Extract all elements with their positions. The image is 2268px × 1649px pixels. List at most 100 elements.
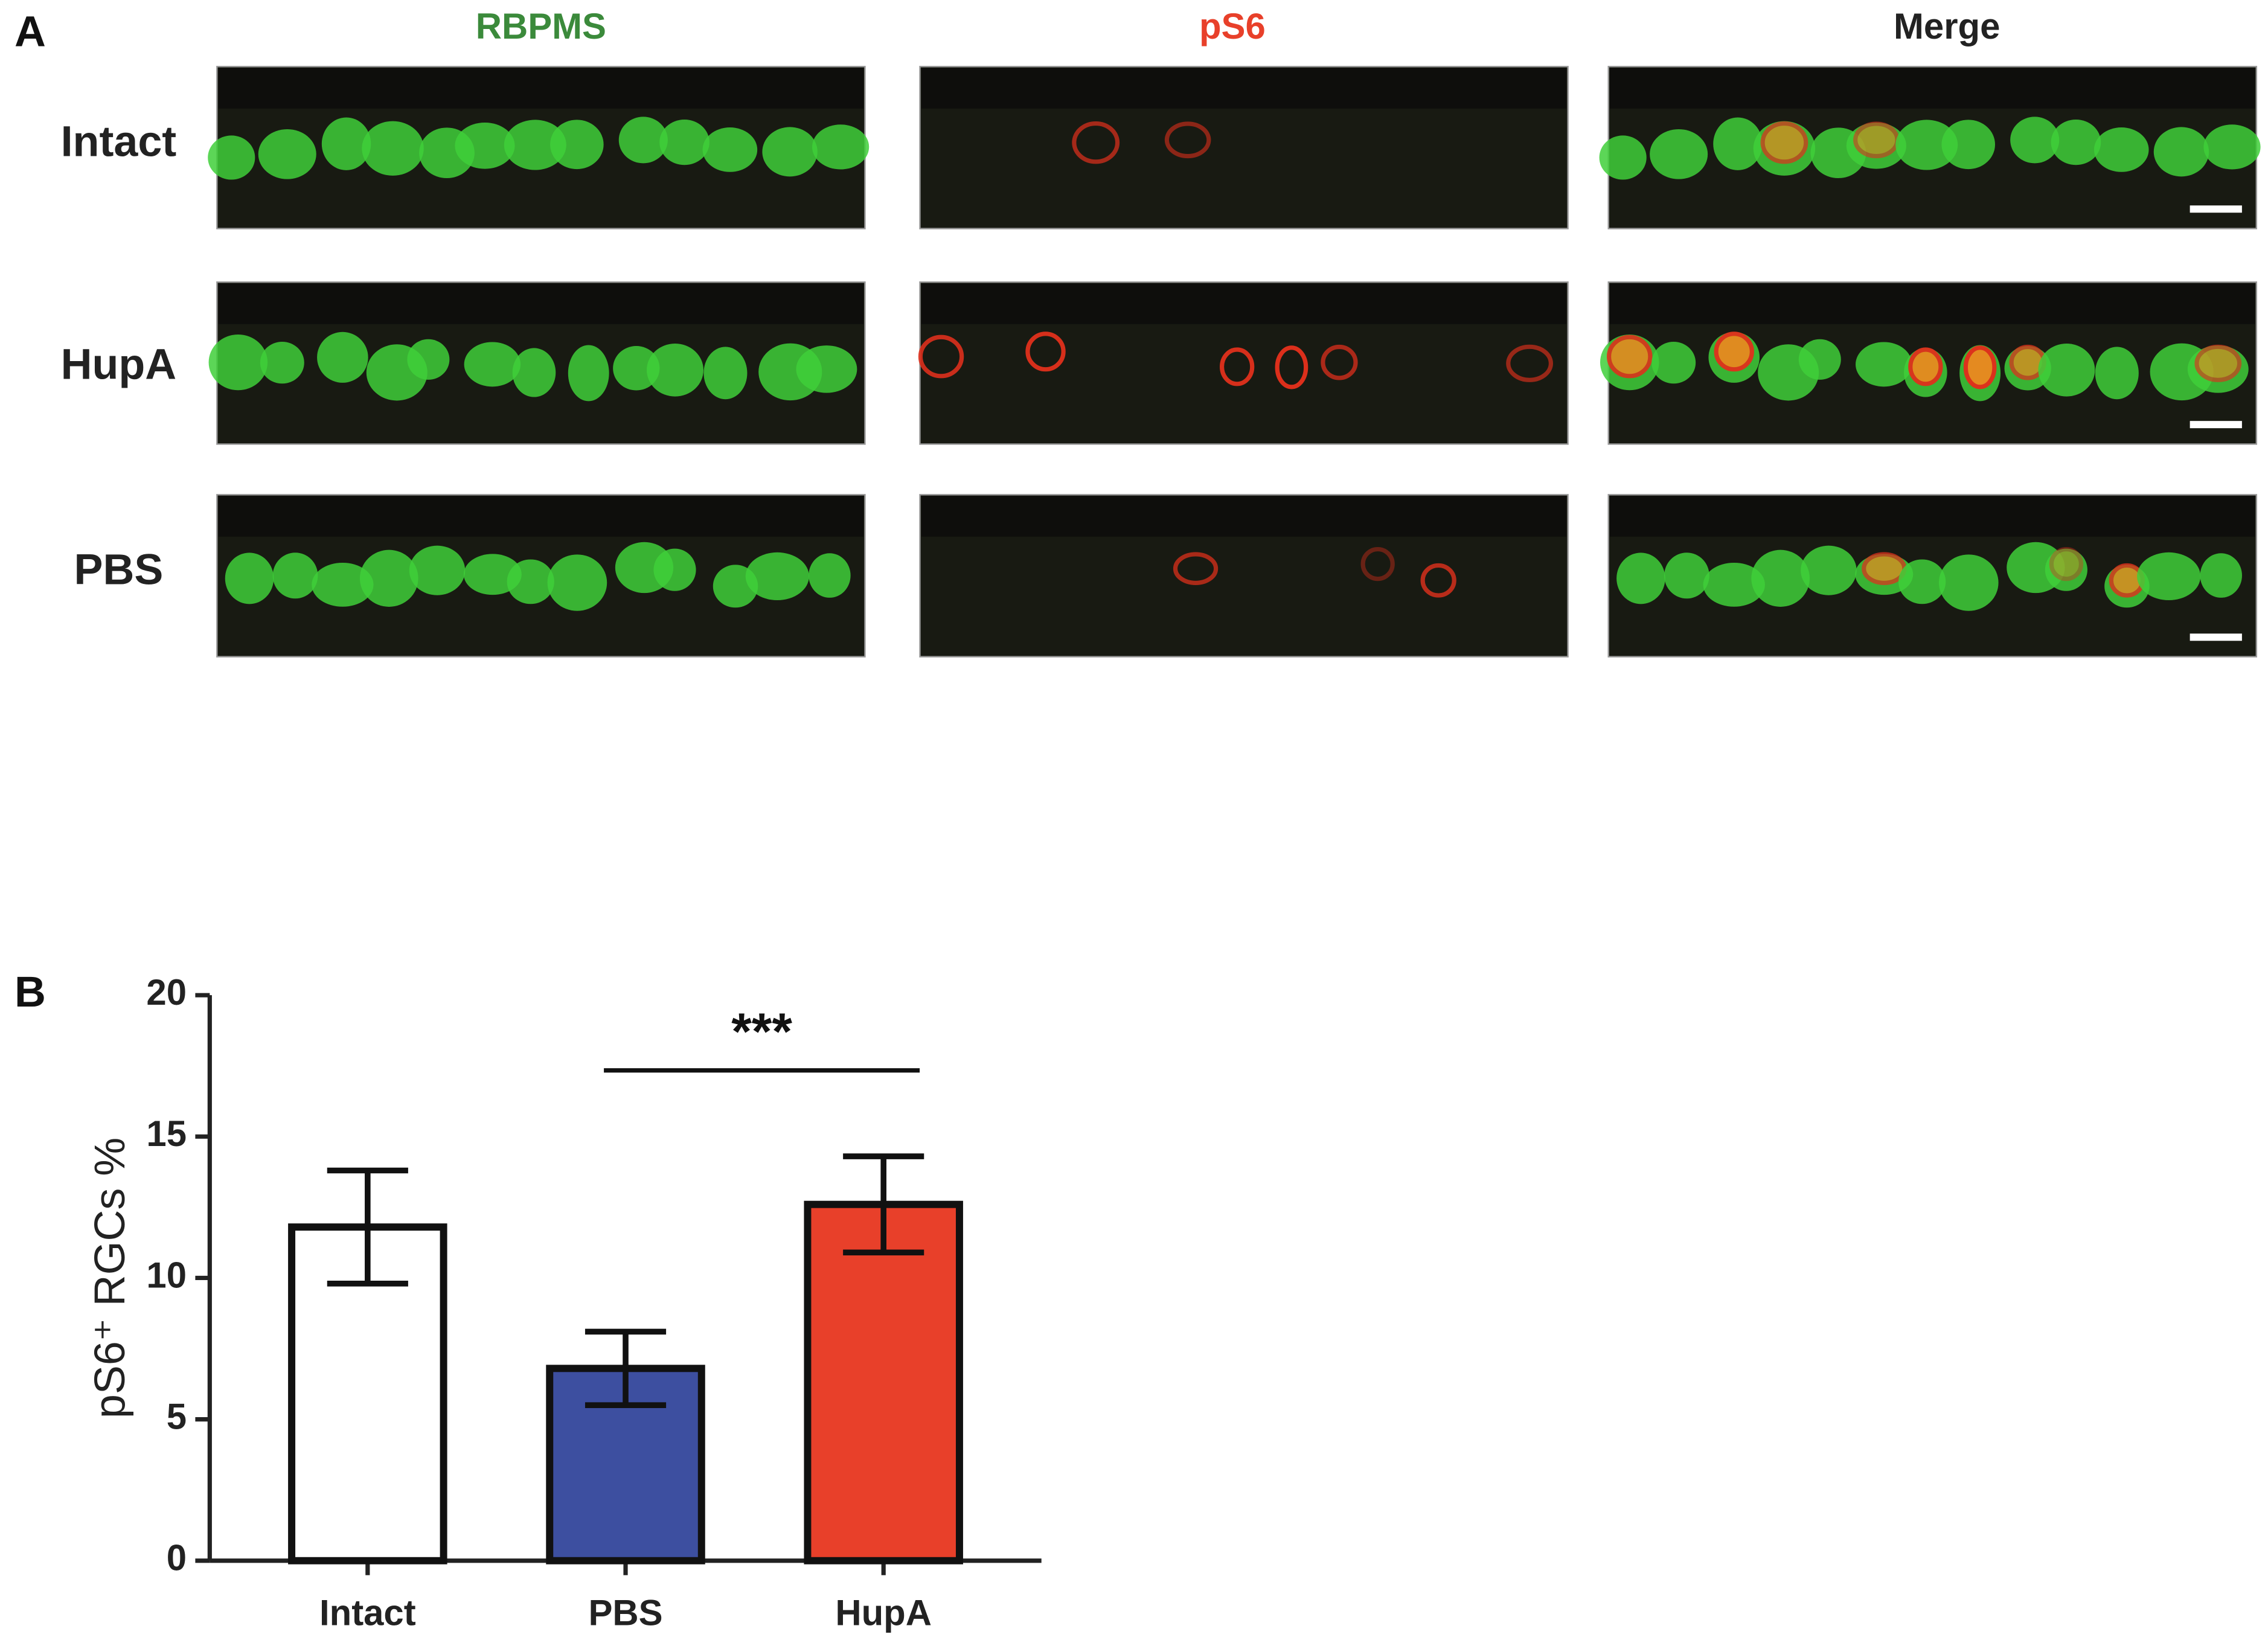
- column-header: Merge: [1894, 6, 2000, 46]
- cell: [1895, 120, 1958, 170]
- cell: [1275, 345, 1309, 389]
- cell: [702, 127, 758, 172]
- column-header: pS6: [1199, 6, 1266, 46]
- cell: [1173, 552, 1219, 586]
- cell: [1898, 559, 1946, 604]
- cell: [2049, 546, 2084, 581]
- micrographs: [208, 66, 2261, 658]
- cell: [463, 554, 522, 595]
- y-tick-label: 15: [146, 1113, 187, 1154]
- cell: [1650, 129, 1708, 179]
- cell: [1856, 342, 1912, 387]
- scale-bar: [2190, 633, 2242, 641]
- cell: [359, 549, 418, 607]
- y-tick-label: 5: [167, 1396, 187, 1436]
- micrograph-top: [1610, 496, 2255, 537]
- cell: [1713, 117, 1763, 170]
- cell: [407, 339, 450, 380]
- significance-label: ***: [731, 1003, 792, 1061]
- panel-label: B: [14, 968, 46, 1016]
- cell: [1607, 335, 1653, 379]
- cell: [1801, 545, 1857, 595]
- bar: [804, 1200, 963, 1564]
- cell: [464, 342, 521, 387]
- cell: [613, 346, 660, 391]
- cell: [1853, 121, 1900, 159]
- row-label: HupA: [61, 341, 177, 389]
- cell: [504, 120, 566, 170]
- cell: [659, 120, 710, 165]
- cell: [1938, 554, 1999, 611]
- cell: [260, 341, 304, 384]
- cell: [2200, 553, 2242, 598]
- cell: [1963, 345, 1997, 389]
- cell: [1941, 120, 1996, 170]
- cell: [918, 335, 964, 379]
- micrograph-top: [218, 283, 864, 324]
- y-tick-label: 0: [167, 1538, 187, 1578]
- cell: [2093, 127, 2149, 172]
- cell: [455, 123, 515, 169]
- cell: [745, 552, 809, 601]
- row-label: PBS: [74, 546, 164, 594]
- cell: [2194, 344, 2242, 382]
- cell: [2203, 124, 2261, 170]
- cell: [2153, 127, 2209, 177]
- micrograph-top: [218, 68, 864, 109]
- cell: [1420, 563, 1456, 598]
- cell: [618, 117, 668, 164]
- cell: [2038, 343, 2095, 397]
- cell: [568, 345, 609, 402]
- cell: [796, 345, 857, 393]
- cell: [1760, 121, 1808, 164]
- cell: [1703, 562, 1765, 607]
- cell: [1025, 331, 1066, 372]
- x-tick-label: Intact: [319, 1593, 416, 1633]
- column-header: RBPMS: [476, 6, 606, 46]
- cell: [812, 124, 870, 170]
- cell: [2010, 117, 2060, 164]
- x-tick-label: HupA: [835, 1593, 932, 1633]
- cell: [2137, 552, 2201, 601]
- cell: [1651, 341, 1696, 384]
- cell: [208, 334, 268, 391]
- cell: [1664, 552, 1709, 599]
- cell: [312, 562, 374, 607]
- cell: [2051, 120, 2101, 165]
- cell: [2095, 347, 2139, 400]
- micrograph-top: [921, 283, 1567, 324]
- x-tick-label: PBS: [588, 1593, 662, 1633]
- cell: [512, 348, 556, 397]
- cell: [321, 117, 371, 170]
- cell: [1219, 347, 1255, 386]
- cell: [1360, 546, 1395, 581]
- cell: [362, 121, 424, 176]
- cell: [1072, 121, 1120, 164]
- cell: [1908, 347, 1943, 386]
- cell: [809, 553, 851, 598]
- cell: [762, 127, 818, 177]
- cell: [1714, 331, 1754, 372]
- cell: [225, 552, 274, 604]
- cell: [550, 120, 604, 170]
- scale-bar: [2190, 205, 2242, 213]
- micrograph-top: [218, 496, 864, 537]
- cell: [653, 548, 696, 591]
- cell: [647, 343, 703, 397]
- y-axis-title: pS6⁺ RGCs %: [86, 1138, 134, 1418]
- micrograph-top: [1610, 68, 2255, 109]
- cell: [258, 129, 316, 179]
- cell: [1506, 344, 1553, 382]
- cell: [2045, 548, 2087, 591]
- cell: [1798, 339, 1841, 380]
- cell: [507, 559, 554, 604]
- micrograph-top: [921, 68, 1567, 109]
- cell: [272, 552, 318, 599]
- micrograph-top: [921, 496, 1567, 537]
- cell: [547, 554, 607, 611]
- y-tick-label: 10: [146, 1255, 187, 1295]
- cell: [208, 135, 255, 180]
- y-tick-label: 20: [146, 972, 187, 1013]
- panel-label: A: [14, 8, 46, 56]
